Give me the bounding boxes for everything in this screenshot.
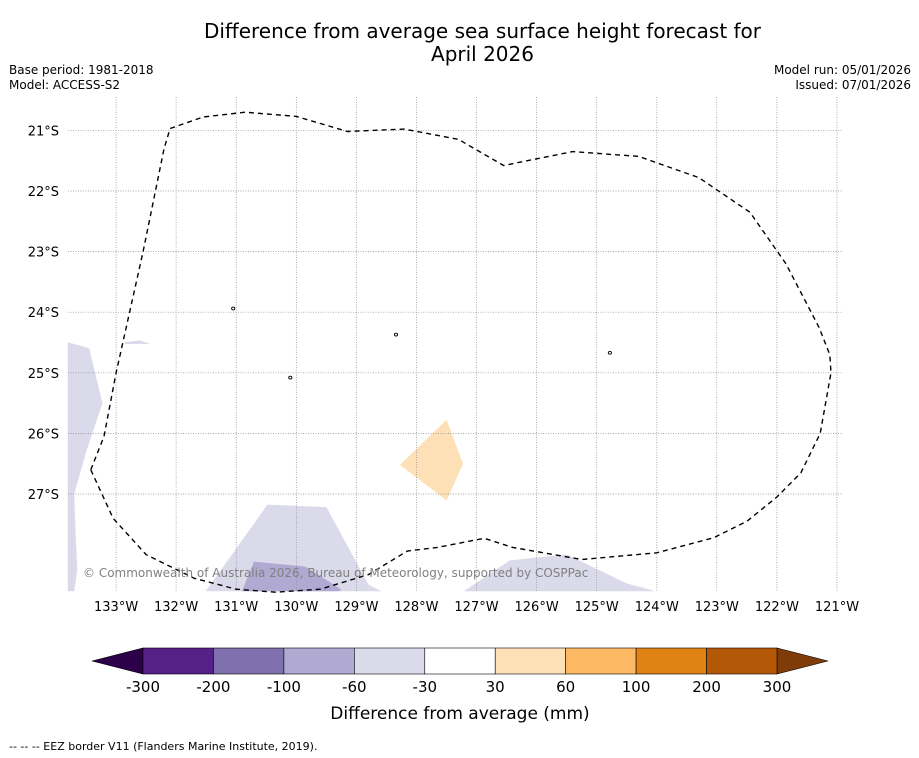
shading-western-fleck [124, 340, 150, 344]
colorbar-tick-label: -300 [126, 678, 160, 696]
shading-central-positive-patch [399, 419, 463, 501]
colorbar-swatch [565, 647, 637, 675]
eez-legend-note: -- -- -- EEZ border V11 (Flanders Marine… [9, 740, 318, 753]
latitude-labels: 21°S 22°S 23°S 24°S 25°S 26°S 27°S [28, 124, 59, 503]
lat-tick-label: 21°S [28, 124, 59, 139]
base-period: Base period: 1981-2018 [9, 63, 154, 77]
colorbar-tick-label: 30 [486, 678, 505, 696]
colorbar-tick-label: -30 [413, 678, 438, 696]
colorbar-title: Difference from average (mm) [330, 704, 589, 724]
shading-southeast-lobe [463, 554, 654, 592]
colorbar-swatch [142, 647, 214, 675]
eez-border-layer [90, 111, 832, 593]
lon-tick-label: 125°W [575, 600, 619, 615]
colorbar-tick-label: 200 [692, 678, 721, 696]
colorbar-tick-label: -60 [342, 678, 367, 696]
island-c [607, 350, 612, 355]
lat-tick-label: 26°S [28, 427, 59, 442]
colorbar-over-arrow [776, 647, 829, 675]
island-b [393, 332, 399, 337]
lon-tick-label: 123°W [695, 600, 739, 615]
colorbar-tick-labels: -300 -200 -100 -60 -30 30 60 100 200 300 [126, 678, 791, 696]
shading-layer [67, 340, 654, 592]
lon-tick-label: 133°W [94, 600, 138, 615]
colorbar-tick-label: 300 [763, 678, 792, 696]
longitude-labels: 133°W 132°W 131°W 130°W 129°W 128°W 127°W 126°W… [94, 600, 859, 615]
model-run-date: Model run: 05/01/2026 [773, 63, 911, 77]
gridlines [68, 97, 843, 591]
lat-tick-label: 24°S [28, 306, 59, 321]
issued-date: Issued: 07/01/2026 [795, 78, 911, 92]
colorbar-under-arrow [91, 647, 144, 675]
lon-tick-label: 122°W [755, 600, 799, 615]
map-plot: © Commonwealth of Australia 2026, Bureau… [28, 97, 859, 615]
lon-tick-label: 130°W [274, 600, 318, 615]
model-name: Model: ACCESS-S2 [9, 78, 121, 92]
colorbar-swatches [91, 647, 829, 675]
lat-tick-label: 22°S [28, 185, 59, 200]
islands-layer [231, 306, 612, 380]
lat-tick-label: 25°S [28, 367, 59, 382]
lon-tick-label: 129°W [334, 600, 378, 615]
lon-tick-label: 124°W [635, 600, 679, 615]
shading-western-lobe [67, 342, 103, 592]
colorbar-swatch [424, 647, 496, 675]
island-a [231, 306, 236, 311]
shading-southern-lobe [205, 504, 381, 592]
lon-tick-label: 132°W [154, 600, 198, 615]
shading-southern-core [241, 561, 342, 592]
colorbar-tick-label: 60 [556, 678, 575, 696]
colorbar-tick-label: -200 [196, 678, 230, 696]
island-d [288, 375, 293, 380]
lon-tick-label: 126°W [515, 600, 559, 615]
colorbar-tick-label: 100 [622, 678, 651, 696]
colorbar-swatch [635, 647, 707, 675]
lat-tick-label: 23°S [28, 246, 59, 261]
colorbar-tick-label: -100 [267, 678, 301, 696]
chart-title-line2: April 2026 [431, 42, 534, 66]
lon-tick-label: 131°W [214, 600, 258, 615]
colorbar-swatch [213, 647, 285, 675]
lon-tick-label: 121°W [815, 600, 859, 615]
colorbar-swatch [494, 647, 566, 675]
chart-title-line1: Difference from average sea surface heig… [203, 19, 762, 43]
lat-tick-label: 27°S [28, 488, 59, 503]
lon-tick-label: 128°W [394, 600, 438, 615]
colorbar-swatch [283, 647, 355, 675]
colorbar-swatch [354, 647, 426, 675]
copyright-notice: © Commonwealth of Australia 2026, Bureau… [83, 566, 588, 580]
lon-tick-label: 127°W [454, 600, 498, 615]
colorbar-swatch [706, 647, 778, 675]
eez-border [90, 111, 832, 593]
